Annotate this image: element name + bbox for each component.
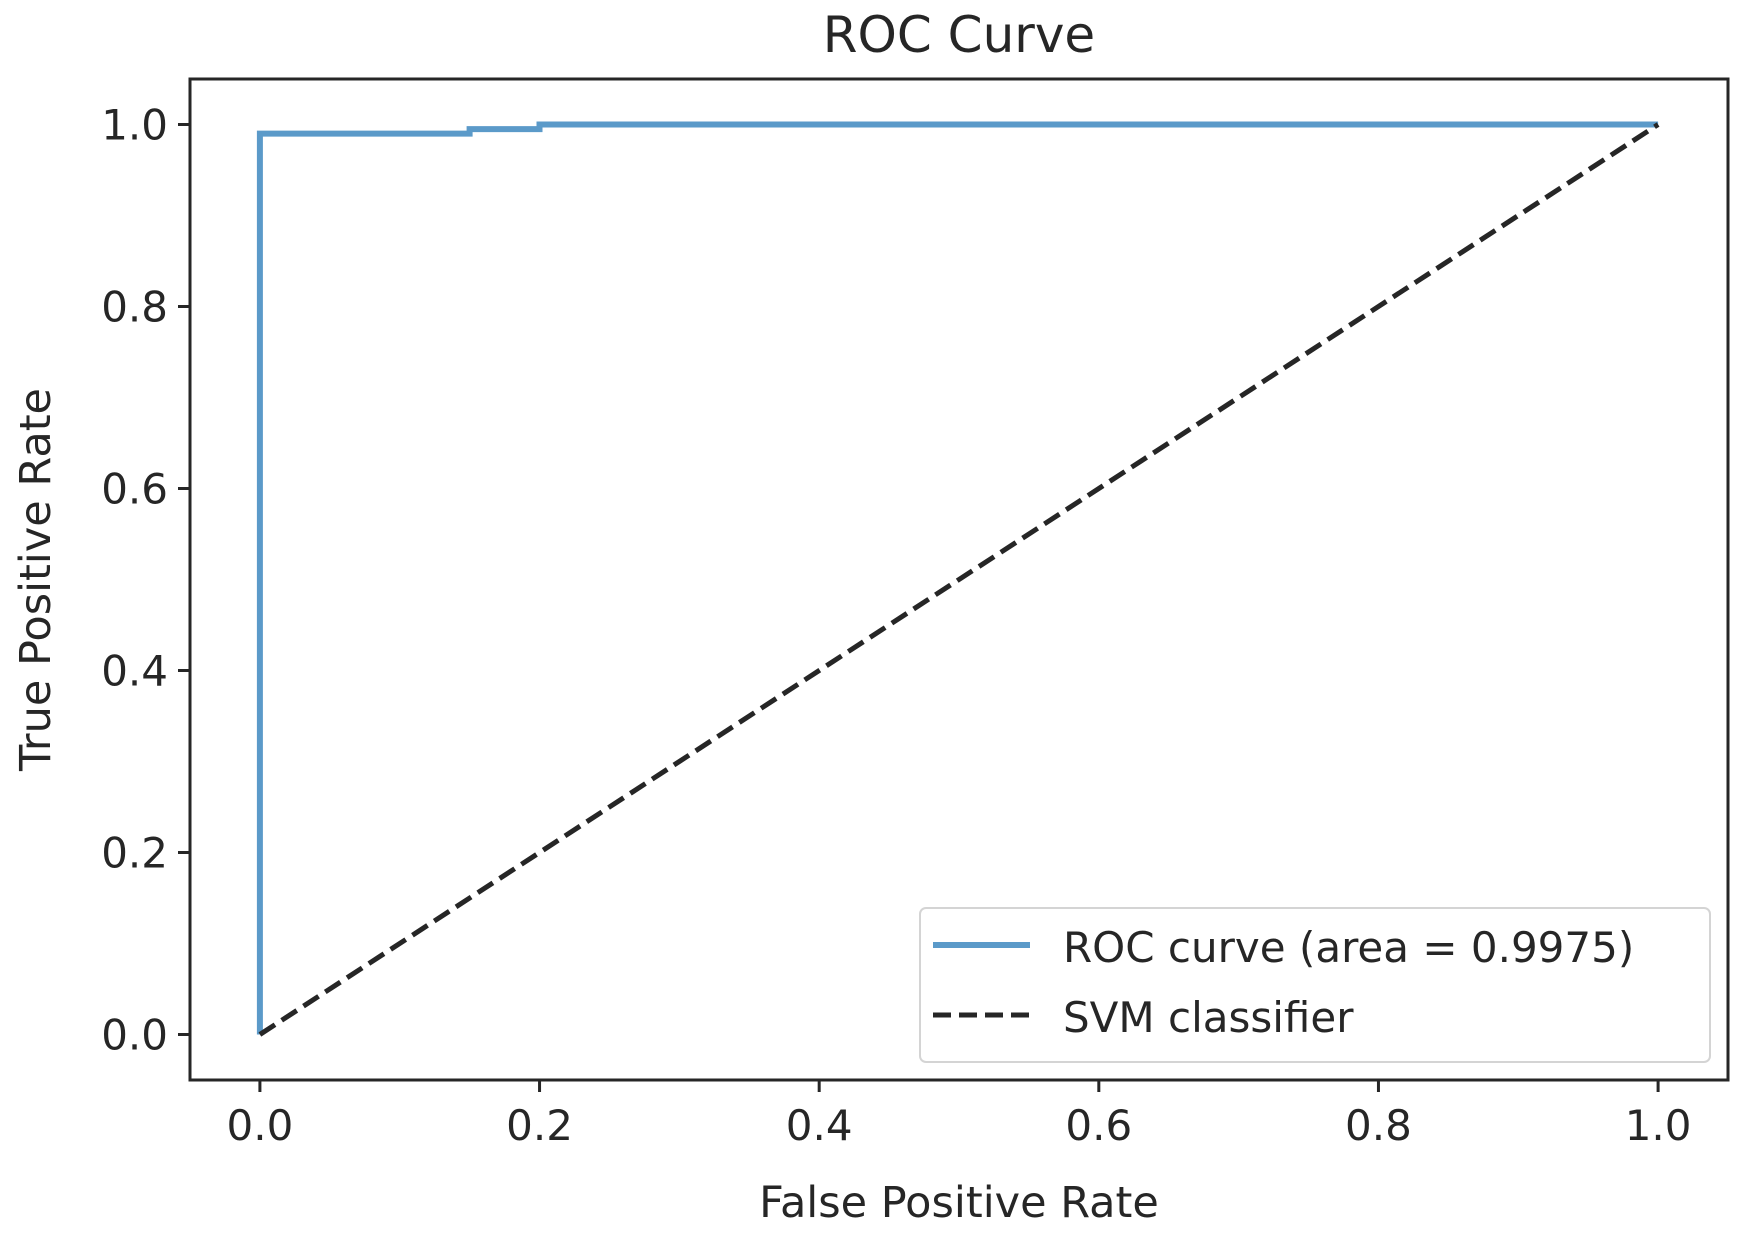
legend-label-roc: ROC curve (area = 0.9975) <box>1063 923 1634 972</box>
legend-label-svm: SVM classifier <box>1063 993 1354 1042</box>
svm-classifier-line <box>258 122 1660 1037</box>
x-tick-label: 1.0 <box>1625 1101 1692 1150</box>
y-tick-label: 0.0 <box>101 1011 168 1060</box>
x-axis-title: False Positive Rate <box>759 1178 1159 1228</box>
x-tick-label: 0.0 <box>227 1101 294 1150</box>
y-axis-title: True Positive Rate <box>11 388 61 772</box>
y-tick-label: 0.8 <box>101 283 168 332</box>
series-layer <box>256 121 1660 1037</box>
x-tick-label: 0.8 <box>1345 1101 1412 1150</box>
roc-curve-line <box>256 121 1659 1035</box>
y-tick-label: 0.4 <box>101 647 168 696</box>
plot-frame <box>188 77 1730 1082</box>
x-tick-label: 0.4 <box>786 1101 853 1150</box>
legend-box <box>919 907 1711 1063</box>
y-tick-label: 0.2 <box>101 829 168 878</box>
y-tick-label: 1.0 <box>101 101 168 150</box>
x-tick-label: 0.6 <box>1065 1101 1132 1150</box>
ticks-layer: 0.0 0.2 0.4 0.6 0.8 1.0 0.0 0.2 0.4 0.6 0.8 1.0 <box>101 101 1691 1151</box>
chart-title: ROC Curve <box>823 6 1095 64</box>
legend: ROC curve (area = 0.9975) SVM classifier <box>919 907 1711 1063</box>
y-tick-label: 0.6 <box>101 465 168 514</box>
x-tick-label: 0.2 <box>506 1101 573 1150</box>
